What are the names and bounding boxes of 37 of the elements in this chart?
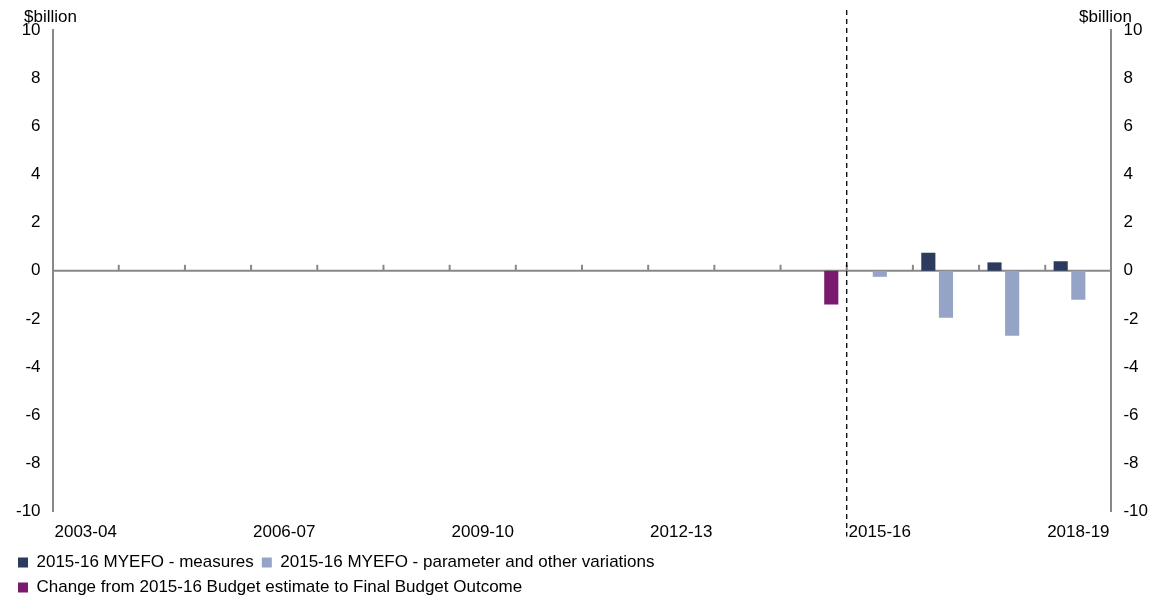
bar: [921, 252, 936, 271]
legend-label: 2015-16 MYEFO - parameter and other variations: [280, 552, 655, 572]
y-tick-label: 0: [31, 260, 41, 280]
x-tick-label: 2003-04: [54, 522, 117, 542]
y-tick-label: 8: [31, 67, 41, 87]
y2-tick-label: 0: [1123, 260, 1133, 280]
y2-tick-label: 8: [1123, 67, 1133, 87]
y2-tick-label: 2: [1123, 212, 1133, 232]
x-tick-label: 2012-13: [650, 522, 713, 542]
x-tick-label: 2006-07: [253, 522, 316, 542]
bar: [938, 270, 954, 318]
y2-tick-label: 4: [1123, 164, 1133, 184]
legend-label: 2015-16 MYEFO - measures: [36, 552, 254, 572]
bar: [872, 270, 887, 277]
x-tick-label: 2015-16: [848, 522, 911, 542]
x-tick-label: 2009-10: [451, 522, 514, 542]
bar: [1071, 270, 1086, 300]
x-tick-label: 2018-19: [1047, 522, 1110, 542]
legend-label: Change from 2015-16 Budget estimate to Final Budget Outcome: [36, 577, 523, 597]
y2-tick-label: -10: [1123, 501, 1149, 521]
y-tick-label: -8: [25, 453, 41, 473]
bar: [1005, 270, 1020, 336]
y2-tick-label: 6: [1123, 116, 1133, 136]
y2-tick-label: -8: [1123, 453, 1139, 473]
y-tick-label: -4: [25, 356, 41, 376]
bar: [1053, 261, 1068, 271]
y-tick-label: 2: [31, 212, 41, 232]
y-tick-label: 6: [31, 116, 41, 136]
y-tick-label: -6: [25, 404, 41, 424]
bar: [824, 270, 839, 305]
y2-tick-label: -2: [1123, 308, 1139, 328]
y2-tick-label: -4: [1123, 356, 1139, 376]
y-tick-label: 4: [31, 164, 41, 184]
bar: [987, 262, 1002, 271]
y-tick-label: -2: [25, 308, 41, 328]
y2-tick-label: -6: [1123, 404, 1139, 424]
y-tick-label: -10: [15, 501, 41, 521]
